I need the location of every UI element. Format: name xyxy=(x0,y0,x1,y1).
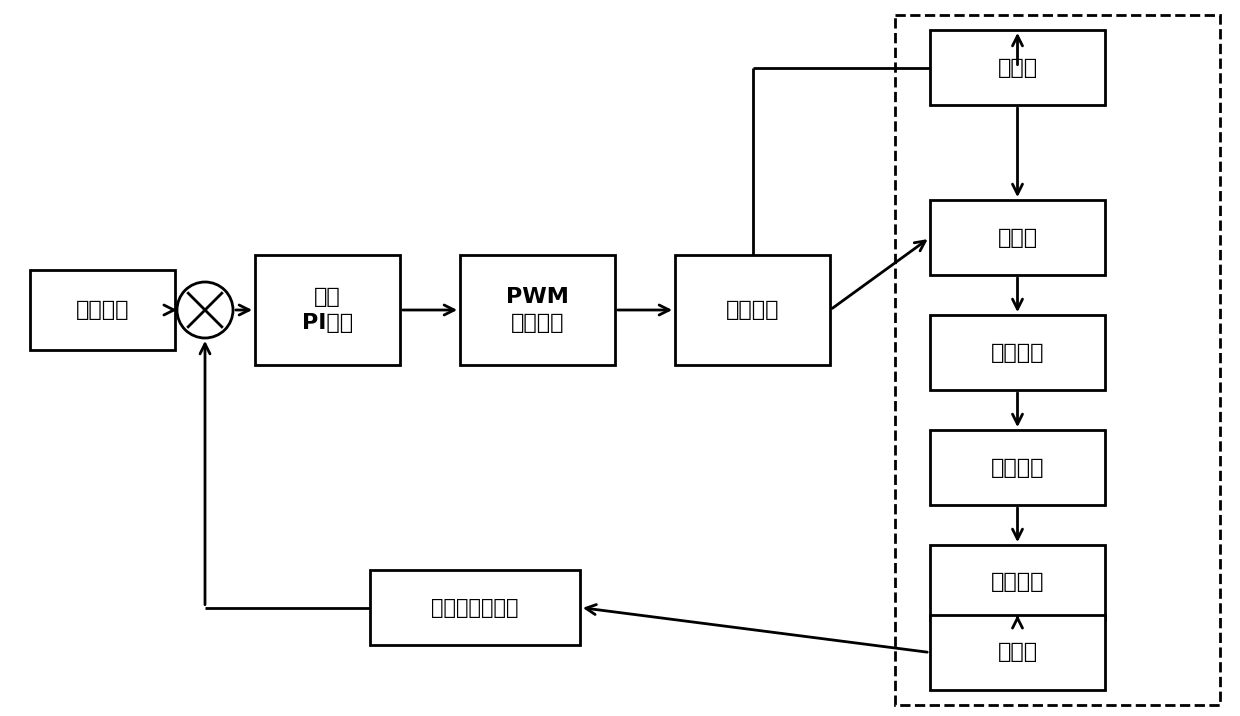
Bar xyxy=(370,570,580,645)
Text: 功率模块: 功率模块 xyxy=(725,300,779,320)
Text: PWM
信号生成: PWM 信号生成 xyxy=(506,287,569,333)
Bar xyxy=(675,255,830,365)
Text: 汇流条: 汇流条 xyxy=(997,642,1038,662)
Bar xyxy=(255,255,401,365)
Text: 模拟
PI调节: 模拟 PI调节 xyxy=(301,287,353,333)
Bar xyxy=(930,200,1105,275)
Text: 输出整流: 输出整流 xyxy=(991,573,1044,593)
Bar xyxy=(930,545,1105,620)
Text: 调压点电压反馈: 调压点电压反馈 xyxy=(432,597,518,617)
Text: 参考电压: 参考电压 xyxy=(76,300,129,320)
Bar xyxy=(930,430,1105,505)
Circle shape xyxy=(177,282,233,338)
Bar xyxy=(460,255,615,365)
Bar xyxy=(30,270,175,350)
Text: 旋转整流: 旋转整流 xyxy=(991,342,1044,362)
Bar xyxy=(895,15,1220,705)
Text: 励磁机: 励磁机 xyxy=(997,228,1038,248)
Text: 永磁机: 永磁机 xyxy=(997,57,1038,77)
Bar xyxy=(930,315,1105,390)
Bar xyxy=(930,30,1105,105)
Bar xyxy=(930,615,1105,690)
Text: 主发电机: 主发电机 xyxy=(991,458,1044,478)
